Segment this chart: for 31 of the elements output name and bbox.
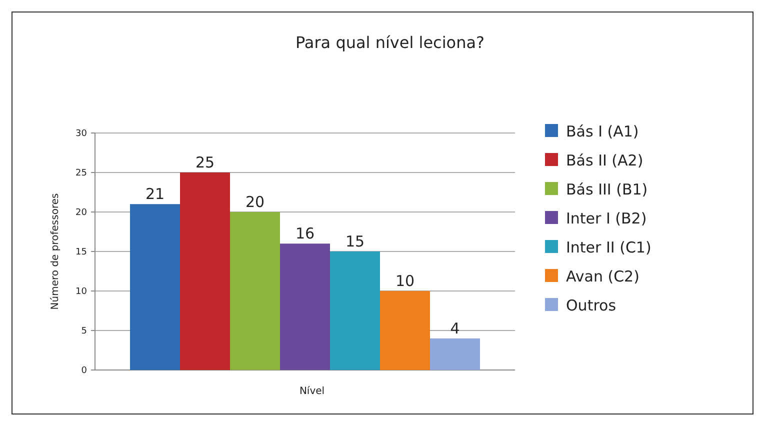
bar [180, 172, 230, 370]
legend-label: Inter I (B2) [566, 209, 647, 228]
legend-label: Outros [566, 296, 616, 314]
bar [430, 338, 480, 370]
y-tick-label: 20 [76, 208, 88, 218]
data-label: 16 [295, 224, 315, 243]
legend-label: Bás II (A2) [566, 151, 644, 170]
data-label: 15 [345, 232, 365, 250]
y-tick-label: 25 [76, 168, 87, 179]
bar [230, 212, 280, 370]
bar [330, 252, 380, 370]
y-tick-label: 5 [81, 326, 87, 337]
legend-label: Bás III (B1) [566, 180, 648, 198]
y-tick-label: 30 [76, 129, 88, 140]
data-label: 21 [145, 185, 165, 204]
legend-label: Avan (C2) [566, 267, 640, 286]
data-label: 10 [395, 272, 415, 290]
y-tick-label: 10 [76, 287, 88, 298]
data-label: 4 [450, 319, 460, 338]
y-axis-title: Número de professores [50, 193, 61, 310]
data-label: 25 [195, 154, 215, 172]
legend-label: Bás I (A1) [566, 122, 639, 140]
bar [280, 244, 330, 370]
data-label: 20 [245, 193, 265, 211]
legend-label: Inter II (C1) [566, 238, 652, 256]
x-axis-title: Nível [299, 386, 325, 397]
bar [380, 291, 430, 370]
chart-title: Para qual nível leciona? [295, 33, 485, 52]
y-tick-label: 0 [81, 366, 88, 376]
y-tick-label: 15 [76, 248, 87, 258]
bar [130, 204, 180, 370]
